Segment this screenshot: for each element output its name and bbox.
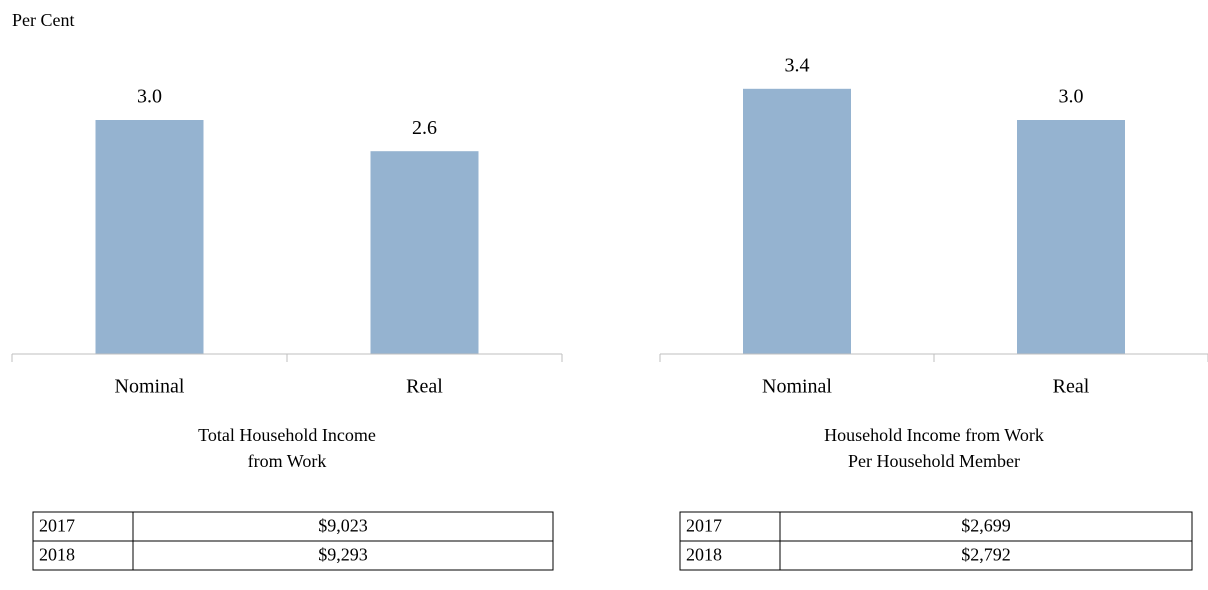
table-row xyxy=(679,511,1193,542)
x-tick-label: Real xyxy=(1053,376,1090,398)
chart-title: Total Household Income xyxy=(198,425,376,445)
table-amount: $9,293 xyxy=(318,545,368,565)
table-year: 2018 xyxy=(686,545,722,565)
value-label: 2.6 xyxy=(412,117,437,139)
value-label: 3.0 xyxy=(137,86,162,108)
table-row xyxy=(32,511,554,542)
bar xyxy=(1017,120,1125,354)
chart-title: Per Household Member xyxy=(848,451,1020,471)
table-amount: $9,023 xyxy=(318,516,368,536)
table-year: 2017 xyxy=(686,516,722,536)
value-label: 3.0 xyxy=(1059,86,1084,108)
x-tick-label: Nominal xyxy=(762,376,832,398)
chart-title: from Work xyxy=(248,451,327,471)
x-tick-label: Nominal xyxy=(115,376,185,398)
bar xyxy=(370,151,479,354)
bar xyxy=(95,120,204,354)
table-year: 2018 xyxy=(39,545,75,565)
x-tick-label: Real xyxy=(406,376,443,398)
bar xyxy=(743,88,851,355)
chart-title: Household Income from Work xyxy=(824,425,1044,445)
table-amount: $2,699 xyxy=(961,516,1011,536)
table-year: 2017 xyxy=(39,516,75,536)
table-row xyxy=(32,540,554,571)
table-amount: $2,792 xyxy=(961,545,1011,565)
y-axis-label: Per Cent xyxy=(12,10,75,30)
value-label: 3.4 xyxy=(785,54,810,76)
table-row xyxy=(679,540,1193,571)
